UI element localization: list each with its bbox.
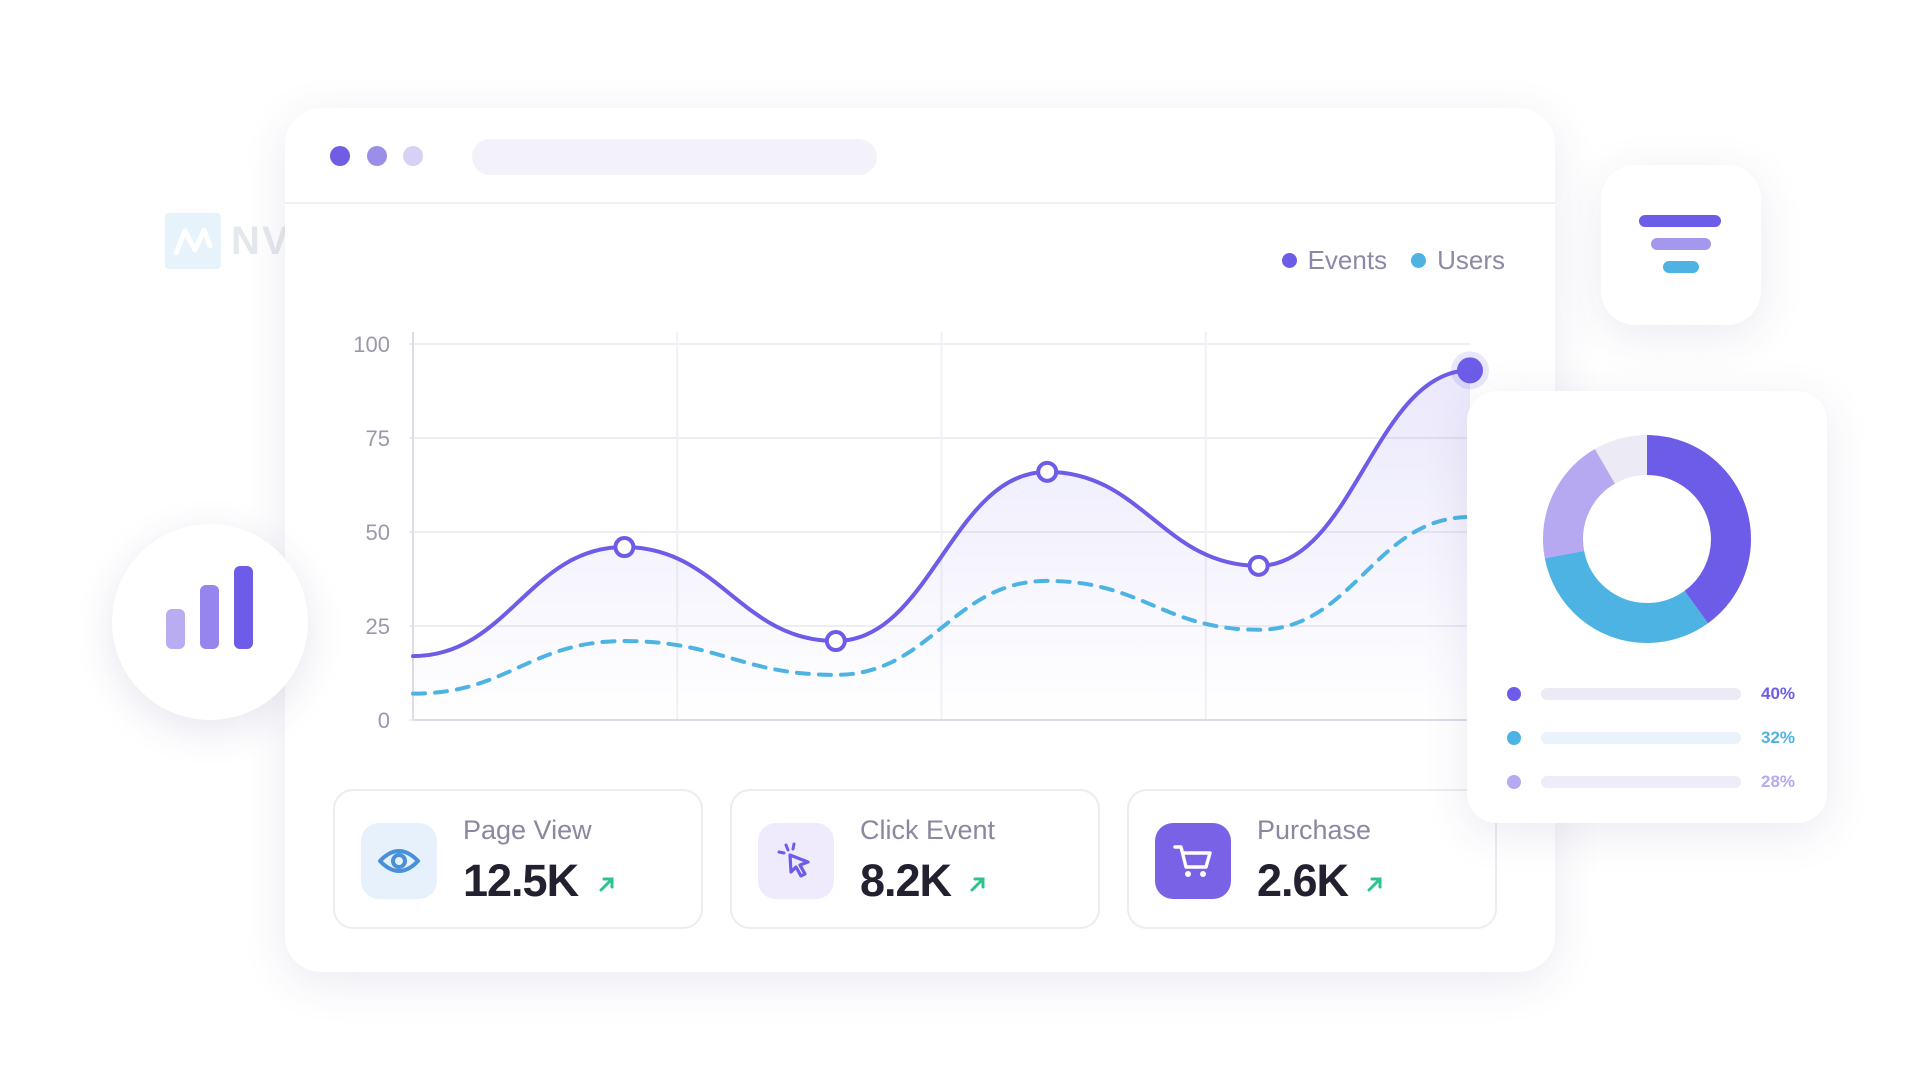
legend-label-events: Events bbox=[1307, 245, 1388, 275]
trend-up-arrow-icon bbox=[1365, 873, 1385, 901]
y-tick-label: 0 bbox=[378, 708, 390, 733]
donut-card: 40% 32% 28% bbox=[1467, 391, 1827, 823]
address-bar[interactable] bbox=[472, 139, 877, 175]
donut-legend-bar bbox=[1541, 776, 1741, 788]
metrics-row: Page View 12.5K Click Event 8.2K Purchas… bbox=[333, 789, 1497, 929]
nvecta-logo-mark bbox=[165, 213, 221, 269]
bar-chart-icon bbox=[166, 566, 253, 649]
data-point[interactable] bbox=[1036, 460, 1059, 483]
chart-legend: Events Users bbox=[1281, 245, 1505, 276]
window-titlebar bbox=[285, 108, 1555, 204]
legend-dot-users bbox=[1411, 253, 1427, 268]
donut-segment[interactable] bbox=[1543, 435, 1751, 643]
metric-label: Click Event bbox=[860, 815, 996, 845]
cursor-click-icon bbox=[758, 823, 834, 899]
events-series-line bbox=[411, 368, 1472, 659]
metric-card-purchase[interactable]: Purchase 2.6K bbox=[1127, 789, 1497, 929]
y-tick-label: 25 bbox=[366, 614, 390, 639]
donut-legend-row-3: 28% bbox=[1507, 772, 1795, 792]
data-point[interactable] bbox=[1247, 554, 1270, 577]
donut-legend-percent: 32% bbox=[1761, 728, 1796, 747]
legend-item-users[interactable]: Users bbox=[1411, 245, 1505, 276]
metric-value: 12.5K bbox=[463, 855, 579, 906]
data-point-active[interactable] bbox=[1457, 357, 1483, 384]
donut-legend-percent: 40% bbox=[1761, 684, 1796, 703]
line-chart: 100 75 50 25 0 bbox=[353, 332, 1489, 733]
metric-value: 8.2K bbox=[860, 855, 952, 906]
window-dot-2[interactable] bbox=[367, 146, 387, 166]
dashboard-window: Events Users 100 75 50 25 0 Page View 12.5K bbox=[285, 108, 1555, 972]
donut-legend-dot bbox=[1507, 687, 1521, 701]
donut-legend-dot bbox=[1507, 775, 1521, 789]
metric-label: Purchase bbox=[1257, 815, 1372, 845]
data-point[interactable] bbox=[824, 630, 847, 653]
y-tick-label: 75 bbox=[366, 426, 390, 451]
metric-card-page-view[interactable]: Page View 12.5K bbox=[333, 789, 703, 929]
legend-label-users: Users bbox=[1437, 245, 1505, 275]
donut-segment[interactable] bbox=[1543, 435, 1751, 643]
donut-segment[interactable] bbox=[1543, 435, 1751, 643]
legend-dot-events bbox=[1281, 253, 1297, 268]
donut-legend-percent: 28% bbox=[1761, 772, 1796, 791]
metric-label: Page View bbox=[463, 815, 592, 845]
filter-card[interactable] bbox=[1601, 165, 1761, 325]
donut-legend-row-1: 40% bbox=[1507, 684, 1795, 704]
metric-value: 2.6K bbox=[1257, 855, 1349, 906]
filter-icon bbox=[1639, 215, 1721, 273]
legend-item-events[interactable]: Events bbox=[1281, 245, 1388, 276]
window-dot-3[interactable] bbox=[403, 146, 423, 166]
trend-up-arrow-icon bbox=[968, 873, 988, 901]
donut-legend-row-2: 32% bbox=[1507, 728, 1795, 748]
donut-chart bbox=[1543, 435, 1751, 643]
y-tick-label: 50 bbox=[366, 520, 390, 545]
donut-legend-bar bbox=[1541, 732, 1741, 744]
donut-legend-bar bbox=[1541, 688, 1741, 700]
data-point[interactable] bbox=[613, 536, 636, 559]
metric-card-click-event[interactable]: Click Event 8.2K bbox=[730, 789, 1100, 929]
window-dot-1[interactable] bbox=[330, 146, 350, 166]
eye-icon bbox=[361, 823, 437, 899]
y-tick-label: 100 bbox=[353, 332, 390, 357]
cart-icon bbox=[1155, 823, 1231, 899]
events-area-fill bbox=[413, 370, 1470, 720]
bar-chart-badge bbox=[112, 524, 308, 720]
trend-up-arrow-icon bbox=[597, 873, 617, 901]
donut-legend-dot bbox=[1507, 731, 1521, 745]
